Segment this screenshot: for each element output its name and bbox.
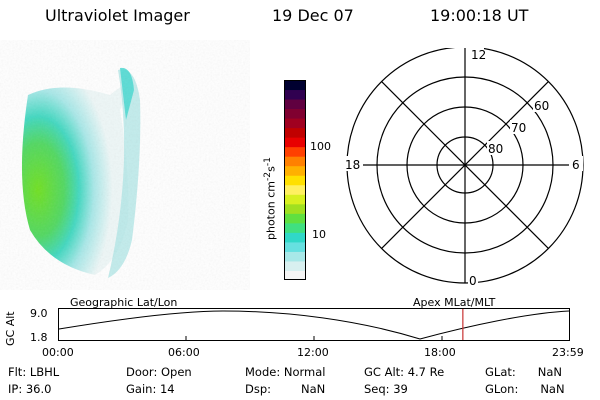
gain-field: Gain: 14 xyxy=(126,382,175,396)
colorbar-stripe xyxy=(284,222,306,233)
tick-0000: 00:00 xyxy=(42,346,74,359)
seq-field: Seq: 39 xyxy=(364,382,408,396)
tick-1200: 12:00 xyxy=(297,346,329,359)
tick-1800: 18:00 xyxy=(424,346,456,359)
time-label: 19:00:18 UT xyxy=(430,6,529,25)
colorbar-stripe xyxy=(284,241,306,252)
lat-label-60: 60 xyxy=(534,99,549,113)
colorbar-stripe xyxy=(284,137,306,148)
mlt-label-18: 18 xyxy=(345,158,360,172)
colorbar-stripe xyxy=(284,99,306,110)
colorbar-stripe xyxy=(284,165,306,176)
colorbar-stripe xyxy=(284,251,306,262)
colorbar-stripe xyxy=(284,270,306,280)
colorbar-stripe xyxy=(284,232,306,243)
colorbar-stripe xyxy=(284,108,306,119)
mlt-label-0: 0 xyxy=(469,274,477,288)
mlt-label-12: 12 xyxy=(471,48,486,62)
color-bar xyxy=(284,80,306,280)
colorbar-tick-100: 100 xyxy=(310,140,331,153)
colorbar-stripe xyxy=(284,213,306,224)
date-label: 19 Dec 07 xyxy=(272,6,354,25)
tick-0600: 06:00 xyxy=(168,346,200,359)
colorbar-tick-10: 10 xyxy=(312,228,326,241)
colorbar-stripe xyxy=(284,127,306,138)
auroral-image xyxy=(0,40,250,290)
instrument-title: Ultraviolet Imager xyxy=(45,6,190,25)
door-field: Door: Open xyxy=(126,365,192,379)
glon-field: GLon: NaN xyxy=(485,382,565,396)
colorbar-unit-label: photon cm-2s-1 xyxy=(262,157,278,240)
colorbar-stripe xyxy=(284,175,306,186)
gc-alt-field: GC Alt: 4.7 Re xyxy=(364,365,445,379)
colorbar-stripe xyxy=(284,118,306,129)
flt-field: Flt: LBHL xyxy=(8,365,60,379)
altitude-curve xyxy=(58,310,570,340)
colorbar-stripe xyxy=(284,80,306,91)
lat-label-70: 70 xyxy=(511,121,526,135)
glat-field: GLat: NaN xyxy=(485,365,563,379)
y-max-label: 9.0 xyxy=(30,307,48,320)
colorbar-stripe xyxy=(284,260,306,271)
colorbar-stripe xyxy=(284,184,306,195)
colorbar-stripe xyxy=(284,156,306,167)
colorbar-stripe xyxy=(284,89,306,100)
colorbar-stripe xyxy=(284,194,306,205)
dsp-field: Dsp: NaN xyxy=(245,382,326,396)
mode-field: Mode: Normal xyxy=(245,365,326,379)
polar-grid: 12 18 6 0 60 70 80 xyxy=(343,48,584,288)
y-axis-label: GC Alt xyxy=(4,311,17,346)
colorbar-stripe xyxy=(284,203,306,214)
y-min-label: 1.8 xyxy=(30,331,48,344)
geographic-label: Geographic Lat/Lon xyxy=(70,296,178,309)
altitude-timeline xyxy=(58,308,570,341)
ip-field: IP: 36.0 xyxy=(8,382,52,396)
colorbar-stripe xyxy=(284,146,306,157)
tick-2359: 23:59 xyxy=(552,346,584,359)
mlt-label-6: 6 xyxy=(572,158,580,172)
apex-label: Apex MLat/MLT xyxy=(413,296,496,309)
lat-label-80: 80 xyxy=(488,142,503,156)
